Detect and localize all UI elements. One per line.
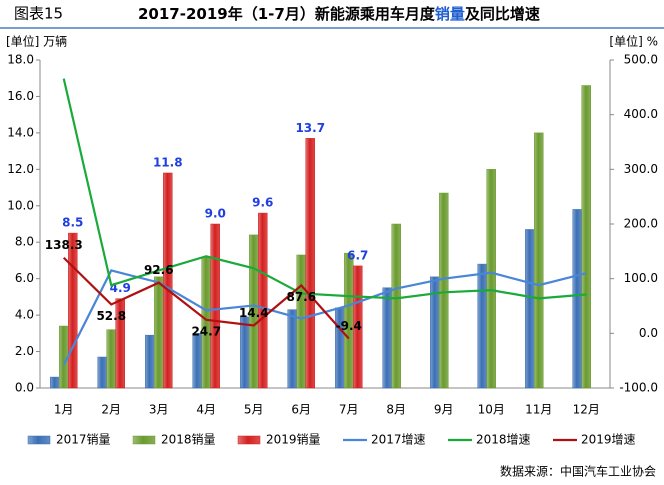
- data-label: 52.8: [96, 309, 126, 323]
- y2-tick-label: 300.0: [624, 162, 658, 176]
- data-label: 9.0: [205, 207, 226, 221]
- data-label: 14.4: [239, 306, 269, 320]
- data-label: 9.6: [252, 196, 273, 210]
- bar: [391, 223, 401, 389]
- data-label: 8.5: [62, 216, 83, 230]
- title-part: 及同比增速: [465, 5, 540, 23]
- legend-label: 2017销量: [56, 433, 111, 447]
- data-label: 24.7: [191, 324, 221, 338]
- bar: [210, 223, 220, 389]
- bar: [572, 209, 582, 389]
- bar: [97, 356, 107, 389]
- y2-tick-label: 500.0: [624, 53, 658, 67]
- legend-swatch: [27, 435, 51, 445]
- bar: [240, 316, 250, 389]
- line: [62, 78, 587, 300]
- bar: [581, 85, 591, 389]
- bar: [145, 334, 155, 389]
- x-tick-label: 11月: [525, 403, 552, 417]
- bar: [296, 254, 306, 389]
- bar: [534, 132, 544, 389]
- y-tick-label: 0.0: [15, 381, 34, 395]
- x-tick-label: 1月: [54, 403, 74, 417]
- y2-tick-label: 400.0: [624, 107, 658, 121]
- bar: [486, 169, 496, 389]
- x-tick-label: 2月: [101, 403, 121, 417]
- bar: [154, 276, 164, 389]
- data-label: 92.6: [144, 263, 174, 277]
- bar: [68, 232, 78, 389]
- bar: [163, 172, 173, 389]
- legend-swatch: [132, 435, 156, 445]
- bar: [192, 333, 202, 389]
- x-tick-label: 10月: [478, 403, 505, 417]
- bar: [115, 298, 125, 389]
- legend-label: 2018增速: [476, 433, 531, 447]
- y2-tick-label: 0.0: [639, 326, 658, 340]
- bar: [50, 376, 60, 389]
- bar: [201, 256, 211, 389]
- y-tick-label: 6.0: [15, 271, 34, 285]
- x-tick-label: 12月: [573, 403, 600, 417]
- data-label: 13.7: [295, 121, 325, 135]
- y-tick-label: 10.0: [7, 198, 34, 212]
- chart-title-number: 图表15: [14, 5, 63, 23]
- bar: [305, 138, 315, 389]
- y-tick-label: 16.0: [7, 89, 34, 103]
- x-tick-label: 9月: [434, 403, 454, 417]
- x-tick-label: 5月: [244, 403, 264, 417]
- y-tick-label: 12.0: [7, 162, 34, 176]
- bar: [287, 309, 297, 389]
- y2-tick-label: 100.0: [624, 271, 658, 285]
- legend-label: 2019销量: [266, 433, 321, 447]
- x-tick-label: 3月: [149, 403, 169, 417]
- bar: [382, 287, 392, 389]
- bar: [525, 229, 535, 389]
- x-tick-label: 7月: [339, 403, 359, 417]
- bar: [106, 329, 116, 389]
- bar: [439, 192, 449, 389]
- y2-tick-label: -100.0: [619, 381, 658, 395]
- x-tick-label: 6月: [291, 403, 311, 417]
- y-tick-label: 8.0: [15, 235, 34, 249]
- y-tick-label: 2.0: [15, 344, 34, 358]
- y-tick-label: 4.0: [15, 308, 34, 322]
- bar: [353, 265, 363, 389]
- data-label: 87.6: [286, 290, 316, 304]
- y2-axis-label: [单位] %: [609, 34, 658, 49]
- source: 数据来源：中国汽车工业协会: [500, 464, 656, 479]
- y-axis-label: [单位] 万辆: [6, 34, 67, 49]
- legend-swatch: [237, 435, 261, 445]
- data-label: -9.4: [336, 319, 362, 333]
- legend-label: 2019增速: [581, 433, 636, 447]
- y2-tick-label: 200.0: [624, 217, 658, 231]
- bar: [258, 212, 268, 389]
- line: [62, 256, 350, 340]
- data-label: 6.7: [347, 248, 368, 262]
- title-part: 2017-2019年（1-7月）新能源乘用车月度: [138, 5, 436, 23]
- legend-label: 2018销量: [161, 433, 216, 447]
- legend-label: 2017增速: [371, 433, 426, 447]
- bar: [477, 263, 487, 389]
- title-highlight: 销量: [435, 5, 465, 23]
- x-tick-label: 8月: [386, 403, 406, 417]
- y-tick-label: 14.0: [7, 125, 34, 139]
- x-tick-label: 4月: [196, 403, 216, 417]
- data-label: 11.8: [153, 155, 183, 169]
- data-label: 138.3: [45, 238, 83, 252]
- y-tick-label: 18.0: [7, 53, 34, 67]
- chart-title: 2017-2019年（1-7月）新能源乘用车月度销量及同比增速: [138, 5, 540, 23]
